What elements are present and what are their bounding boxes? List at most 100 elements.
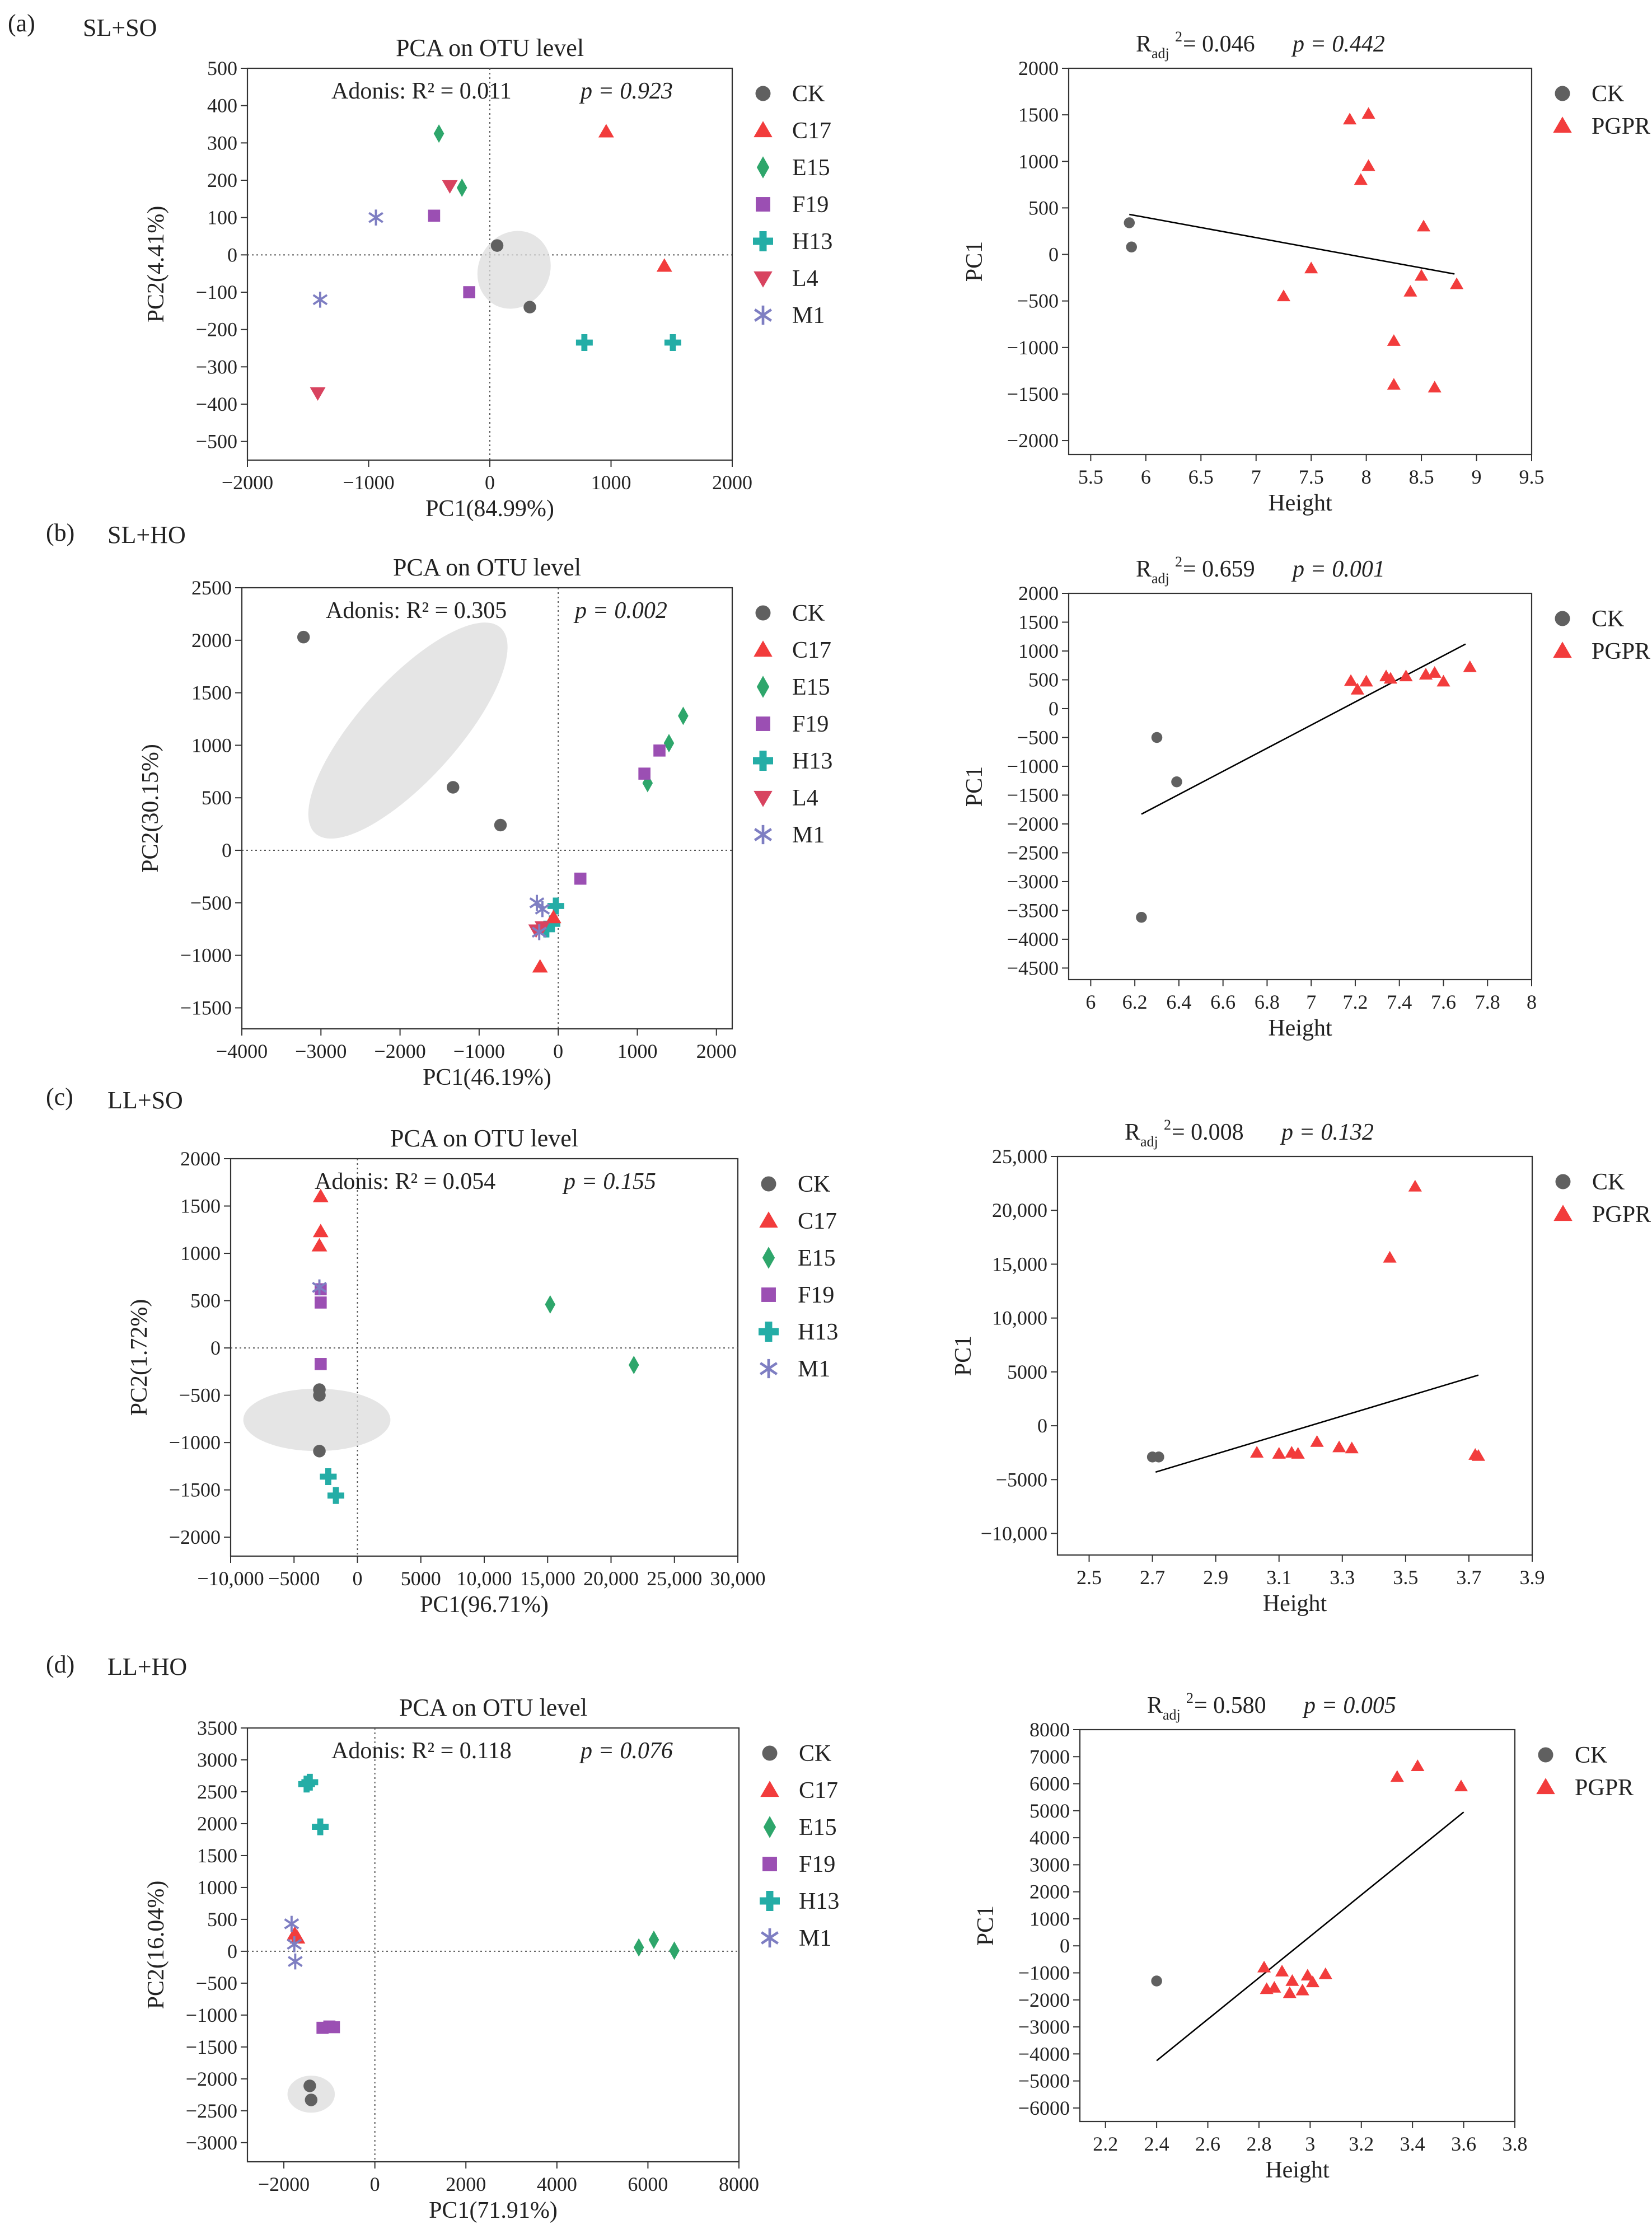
y-tick-label: −1500 (180, 996, 232, 1019)
point-e15 (678, 706, 689, 725)
point-pgpr (1428, 381, 1442, 393)
plot-frame (1079, 1729, 1516, 2123)
x-tick-label: 1000 (617, 1040, 657, 1062)
regression-line (1156, 1811, 1464, 2062)
y-tick-label: −3000 (1018, 2016, 1070, 2038)
y-tick-label: 2000 (1018, 582, 1059, 605)
y-tick-label: 2500 (191, 577, 232, 599)
legend-label-c17: C17 (799, 1778, 838, 1804)
chart-title: PCA on OTU level (399, 1694, 587, 1721)
x-tick-label: 6.6 (1210, 991, 1236, 1013)
legend-marker-l4 (754, 790, 773, 807)
y-tick-label: 0 (1049, 243, 1059, 266)
x-tick-label: −4000 (216, 1040, 268, 1062)
legend-marker-c17 (754, 121, 773, 138)
point-pgpr (1300, 1969, 1314, 1981)
y-tick-label: 0 (227, 1940, 237, 1963)
legend-label-h13: H13 (798, 1319, 838, 1345)
y-tick-label: −400 (196, 393, 237, 415)
point-pgpr (1463, 660, 1477, 672)
point-h13 (327, 1487, 344, 1504)
point-f19 (638, 767, 650, 780)
y-tick-label: −500 (1017, 726, 1059, 748)
x-tick-label: 3.3 (1330, 1566, 1355, 1589)
chart-title: PCA on OTU level (396, 34, 584, 62)
point-pgpr (1250, 1446, 1264, 1458)
point-c17 (312, 1188, 329, 1202)
point-ck (313, 1445, 326, 1458)
y-tick-label: −1000 (169, 1431, 221, 1454)
x-tick-label: 2.2 (1093, 2133, 1118, 2155)
y-tick-label: 500 (207, 1908, 237, 1931)
point-pgpr (1390, 1770, 1404, 1782)
y-tick-label: −1500 (169, 1479, 221, 1501)
legend-label-m1: M1 (792, 822, 825, 848)
stat-p: p = 0.001 (1291, 556, 1385, 582)
x-tick-label: 2.7 (1140, 1566, 1165, 1589)
x-tick-label: 2.9 (1203, 1566, 1228, 1589)
x-tick-label: −2000 (258, 2173, 310, 2195)
stat-p: p = 0.442 (1291, 31, 1385, 57)
point-h13 (575, 334, 593, 351)
y-tick-label: −300 (196, 355, 237, 378)
legend-label-m1: M1 (799, 1926, 831, 1951)
panel-label: (a) (8, 10, 35, 37)
y-tick-label: 400 (207, 95, 237, 117)
legend-label-pgpr: PGPR (1592, 1202, 1651, 1228)
legend-label-c17: C17 (792, 118, 831, 144)
adonis-stat: Adonis: R² = 0.054 (315, 1169, 495, 1195)
x-tick-label: 6.4 (1166, 991, 1191, 1013)
point-e15 (456, 178, 467, 197)
point-c17 (598, 124, 614, 138)
x-tick-label: 20,000 (583, 1567, 639, 1590)
x-axis-label: PC1(96.71%) (420, 1592, 549, 1618)
y-tick-label: 1000 (197, 1876, 237, 1899)
stat-sup: 2 (1164, 1117, 1171, 1133)
y-tick-label: 1500 (191, 682, 232, 704)
x-tick-label: 8 (1361, 466, 1372, 488)
stat-sup: 2 (1175, 554, 1182, 570)
y-tick-label: −1500 (1007, 383, 1059, 405)
legend-label-h13: H13 (792, 229, 832, 255)
y-tick-label: −1000 (1018, 1961, 1070, 1984)
point-l4 (310, 387, 326, 401)
x-axis-label: Height (1268, 1015, 1332, 1041)
point-h13 (312, 1818, 329, 1835)
point-pgpr (1359, 675, 1373, 687)
x-tick-label: 7.8 (1475, 991, 1500, 1013)
x-tick-label: 9.5 (1519, 466, 1545, 488)
legend-label-e15: E15 (798, 1245, 836, 1271)
reg-plot-4: 2.2 2.4 2.6 2.8 3 3.2 3.4 3.6 3.8 −6000 −5000 −4000… (973, 1690, 1634, 2183)
point-h13 (537, 920, 555, 938)
y-axis-label: PC2(1.72%) (127, 1299, 152, 1416)
y-tick-label: −3000 (1007, 870, 1059, 893)
x-tick-label: 7 (1251, 466, 1261, 488)
legend-label-pgpr: PGPR (1592, 114, 1650, 139)
y-tick-label: 1000 (1018, 640, 1059, 662)
legend-marker-f19 (761, 1287, 776, 1302)
panel-label: (b) (46, 519, 74, 546)
legend-label-ck: CK (1592, 1169, 1625, 1195)
point-m1 (535, 901, 550, 917)
plot-frame (1068, 67, 1533, 456)
reg-plot-2: 6 6.2 6.4 6.6 6.8 7 7.2 7.4 7.6 7.8 8 −4500 −4000 −35… (962, 554, 1650, 1041)
x-axis-label: PC1(71.91%) (429, 2198, 558, 2223)
stat-sup: 2 (1186, 1690, 1194, 1706)
x-tick-label: 0 (370, 2173, 380, 2195)
legend-label-e15: E15 (792, 675, 830, 700)
point-m1 (284, 1915, 299, 1932)
y-tick-label: −200 (196, 319, 237, 341)
legend-marker-ck (1538, 1747, 1553, 1763)
point-ck (1136, 912, 1147, 923)
pca-plot-3: −10,000 −5000 0 5000 10,000 15,000 20,000 25,00… (127, 1125, 838, 1618)
point-pgpr (1305, 1975, 1320, 1988)
point-ck (1126, 241, 1137, 252)
point-h13 (320, 1468, 337, 1485)
point-e15 (628, 1356, 639, 1375)
regression-line (1129, 213, 1455, 275)
regression-line (1155, 1374, 1479, 1473)
y-tick-label: 2500 (197, 1781, 237, 1803)
group-ellipse (243, 1388, 391, 1451)
legend-label-l4: L4 (792, 266, 818, 292)
y-tick-label: −1500 (186, 2036, 237, 2058)
